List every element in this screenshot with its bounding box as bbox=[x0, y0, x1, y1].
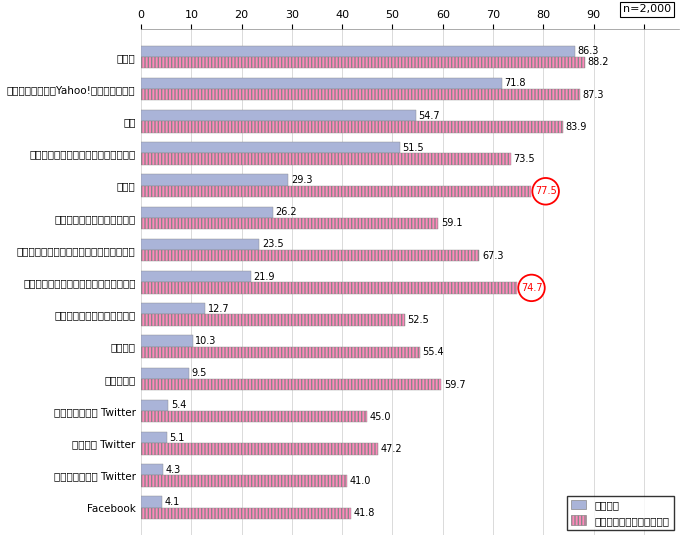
Bar bbox=[141, 239, 259, 250]
Text: 10.3: 10.3 bbox=[196, 336, 217, 346]
Text: 5.1: 5.1 bbox=[169, 433, 185, 443]
Text: 54.7: 54.7 bbox=[418, 111, 440, 121]
Bar bbox=[141, 250, 480, 261]
Text: 51.5: 51.5 bbox=[403, 143, 424, 153]
Bar bbox=[141, 475, 347, 487]
Text: 77.5: 77.5 bbox=[535, 186, 556, 196]
Bar bbox=[141, 46, 575, 57]
Text: 26.2: 26.2 bbox=[275, 207, 297, 217]
Text: 29.3: 29.3 bbox=[291, 175, 312, 185]
Text: 74.7: 74.7 bbox=[521, 283, 543, 293]
Text: 4.3: 4.3 bbox=[165, 465, 180, 475]
Text: (%): (%) bbox=[649, 7, 668, 17]
Bar bbox=[141, 303, 205, 314]
Bar bbox=[141, 142, 400, 153]
Bar bbox=[141, 282, 517, 294]
Bar bbox=[141, 218, 438, 229]
Bar bbox=[141, 121, 563, 132]
Bar bbox=[141, 110, 416, 121]
Text: 59.1: 59.1 bbox=[441, 218, 462, 229]
Text: 4.1: 4.1 bbox=[164, 497, 180, 507]
Text: 55.4: 55.4 bbox=[422, 347, 444, 357]
Text: 88.2: 88.2 bbox=[587, 57, 608, 67]
Bar bbox=[141, 335, 193, 347]
Bar bbox=[141, 379, 441, 390]
Text: 59.7: 59.7 bbox=[444, 379, 465, 390]
Bar bbox=[141, 411, 368, 422]
Text: 21.9: 21.9 bbox=[254, 272, 275, 282]
Bar bbox=[141, 496, 162, 508]
Bar bbox=[141, 443, 379, 455]
Bar bbox=[141, 153, 510, 165]
Text: 83.9: 83.9 bbox=[565, 122, 587, 132]
Bar bbox=[141, 207, 273, 218]
Bar bbox=[141, 432, 167, 443]
Text: 71.8: 71.8 bbox=[505, 79, 526, 88]
Bar bbox=[141, 175, 288, 186]
Text: 52.5: 52.5 bbox=[407, 315, 429, 325]
Bar bbox=[141, 314, 405, 326]
Text: n=2,000: n=2,000 bbox=[623, 4, 671, 14]
Bar bbox=[141, 508, 351, 519]
Bar bbox=[141, 400, 168, 411]
Text: 73.5: 73.5 bbox=[513, 154, 535, 164]
Bar bbox=[141, 57, 584, 68]
Text: 41.0: 41.0 bbox=[350, 476, 371, 486]
Bar bbox=[141, 89, 580, 100]
Text: 86.3: 86.3 bbox=[578, 46, 599, 56]
Text: 41.8: 41.8 bbox=[354, 508, 375, 518]
Text: 47.2: 47.2 bbox=[381, 444, 403, 454]
Bar bbox=[141, 186, 531, 197]
Text: 87.3: 87.3 bbox=[582, 89, 604, 100]
Text: 5.4: 5.4 bbox=[171, 401, 186, 410]
Bar bbox=[141, 367, 189, 379]
Text: 23.5: 23.5 bbox=[262, 240, 283, 249]
Legend: 得られた, 得られた（利用した人中）: 得られた, 得られた（利用した人中） bbox=[567, 496, 674, 530]
Text: 9.5: 9.5 bbox=[191, 368, 206, 378]
Text: 67.3: 67.3 bbox=[482, 251, 504, 261]
Text: 12.7: 12.7 bbox=[207, 304, 229, 314]
Bar bbox=[141, 347, 420, 358]
Bar bbox=[141, 271, 251, 282]
Bar bbox=[141, 78, 502, 89]
Text: 45.0: 45.0 bbox=[370, 412, 392, 422]
Bar bbox=[141, 464, 163, 475]
